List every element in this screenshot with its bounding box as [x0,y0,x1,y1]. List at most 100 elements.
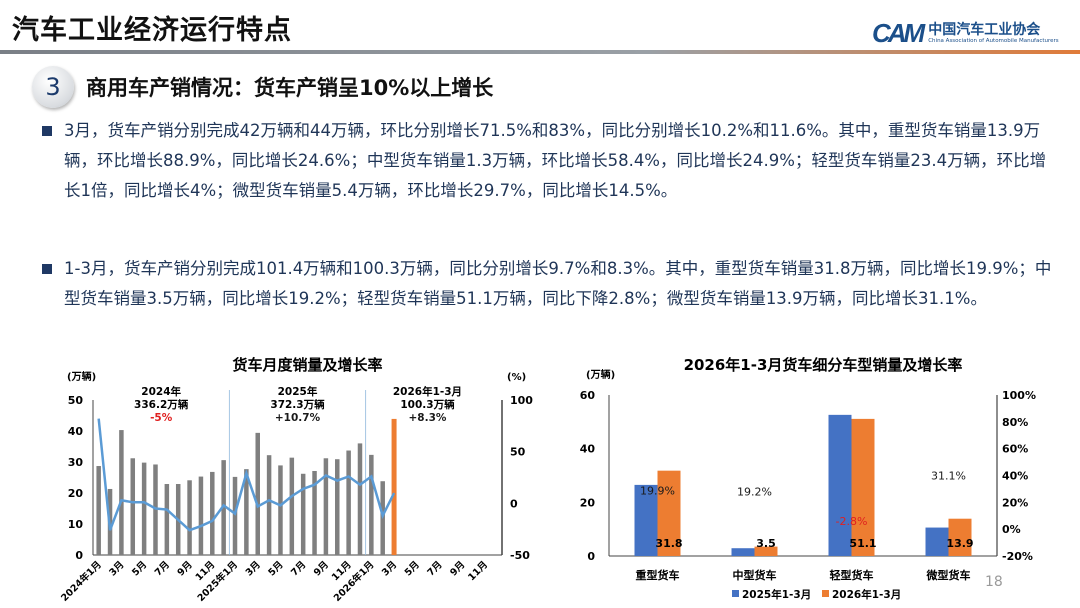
sales-bar-2025 [634,484,658,556]
annotation-year: 2025年 [278,385,318,398]
growth-label: 19.9% [640,484,675,497]
y2-tick-label: 80% [1002,416,1028,429]
sales-bar [278,465,283,555]
value-label: 51.1 [849,537,876,550]
x-tick-label: 3月 [107,559,126,578]
sales-bar [266,455,272,555]
sales-bar [391,418,397,555]
y-axis-unit: (万辆) [586,368,615,381]
chart-title: 货车月度销量及增长率 [232,356,382,374]
bullet-text: 1-3月，货车产销分别完成101.4万辆和100.3万辆，同比分别增长9.7%和… [64,259,1052,308]
x-tick-label: 9月 [448,559,467,578]
y2-tick-label: 0% [1002,523,1021,536]
x-tick-label: 7月 [153,559,172,578]
logo-name-cn: 中国汽车工业协会 [928,22,1041,38]
y2-tick-label: 40% [1002,470,1028,483]
sales-bar-2026 [851,418,875,556]
y-tick-label: 40 [580,443,596,456]
y2-tick-label: 60% [1002,443,1028,456]
growth-label: 19.2% [737,485,772,498]
x-tick-label: 5月 [403,559,422,578]
value-label: 31.8 [655,537,682,550]
x-tick-label: 3月 [380,559,399,578]
category-label: 中型货车 [733,568,777,582]
x-tick-label: 11月 [466,559,490,583]
y-axis-unit: (万辆) [67,370,96,383]
x-tick-label: 9月 [176,559,195,578]
y2-tick-label: 50 [510,446,526,459]
sales-bar [96,466,101,555]
page-number: 18 [985,574,1003,590]
annotation-growth: -5% [150,412,173,424]
sales-bar-2025 [925,527,949,556]
x-tick-label: 3月 [244,559,263,578]
annotation-volume: 100.3万辆 [400,398,455,411]
y-tick-label: 30 [68,456,84,469]
monthly-sales-chart: 货车月度销量及增长率 (万辆) (%) 0 10 20 30 40 50 -50 0 50 100 202… [59,356,534,604]
sales-bar-2025 [828,414,852,556]
sales-bar [141,462,147,555]
annotation-year: 2026年1-3月 [393,385,462,398]
chart-title: 2026年1-3月货车细分车型销量及增长率 [684,356,963,374]
sales-bar [232,476,238,555]
y-tick-label: 50 [68,394,84,407]
bullet-text: 3月，货车产销分别完成42万辆和44万辆，环比分别增长71.5%和83%，同比分… [64,121,1047,200]
growth-label: 31.1% [931,469,966,482]
sales-bar [300,473,306,555]
sales-bar [221,460,226,555]
header-divider [0,50,1080,54]
y2-tick-label: 100% [1002,389,1036,402]
sales-bar [323,458,329,555]
segment-sales-chart: 2026年1-3月货车细分车型销量及增长率 (万辆) 0 20 40 60 -20% 0% 20… [580,356,1036,601]
section-title: 商用车产销情况：货车产销呈10%以上增长 [86,76,494,100]
y-tick-label: 20 [68,487,84,500]
caam-logo: CAM 中国汽车工业协会 China Association of Automo… [872,18,1059,49]
page-title: 汽车工业经济运行特点 [12,15,292,46]
legend-label: 2026年1-3月 [832,588,901,601]
legend-swatch [732,590,739,597]
x-tick-label: 9月 [312,559,331,578]
y-tick-label: 20 [580,496,596,509]
logo-name-en: China Association of Automobile Manufact… [928,38,1059,44]
sales-bar [244,469,249,555]
sales-bar [312,470,317,555]
sales-bar [119,430,124,555]
value-label: 3.5 [756,537,776,550]
sales-bar [255,432,260,555]
annotation-growth: +8.3% [409,412,447,424]
category-label: 重型货车 [636,568,680,582]
y-tick-label: 10 [68,518,84,531]
bullet-ytd: 1-3月，货车产销分别完成101.4万辆和100.3万辆，同比分别增长9.7%和… [42,254,1062,314]
annotation-growth: +10.7% [275,412,321,424]
y2-tick-label: 100 [510,394,533,407]
annotation-volume: 372.3万辆 [270,398,325,411]
x-tick-label: 7月 [289,559,308,578]
y2-tick-label: 20% [1002,496,1028,509]
sales-bar [335,459,340,555]
y-tick-label: 0 [587,550,595,563]
y2-tick-label: 0 [510,497,518,510]
category-label: 轻型货车 [830,568,874,582]
annotation-year: 2024年 [141,385,181,398]
value-label: 13.9 [946,537,973,550]
y2-axis-unit: (%) [507,372,526,383]
sales-bar-2026 [657,470,681,556]
y-tick-label: 40 [68,425,84,438]
category-label: 微型货车 [926,568,971,582]
caam-logo-mark-icon: CAM [872,18,925,48]
sales-bar [164,484,170,555]
sales-bar [198,476,204,555]
sales-bar [187,480,192,555]
sales-bar [289,457,295,555]
y-tick-label: 0 [75,549,83,562]
bullet-square-icon [42,264,52,274]
growth-label: -2.8% [836,515,868,528]
y-tick-label: 60 [580,389,596,402]
sales-bar [357,443,363,555]
sales-bar-2026 [754,546,778,556]
bullet-monthly: 3月，货车产销分别完成42万辆和44万辆，环比分别增长71.5%和83%，同比分… [42,116,1062,206]
y2-tick-label: -50 [510,549,530,562]
annotation-volume: 336.2万辆 [134,398,189,411]
y2-tick-label: -20% [1002,550,1033,563]
section-number-badge: 3 [32,66,74,108]
